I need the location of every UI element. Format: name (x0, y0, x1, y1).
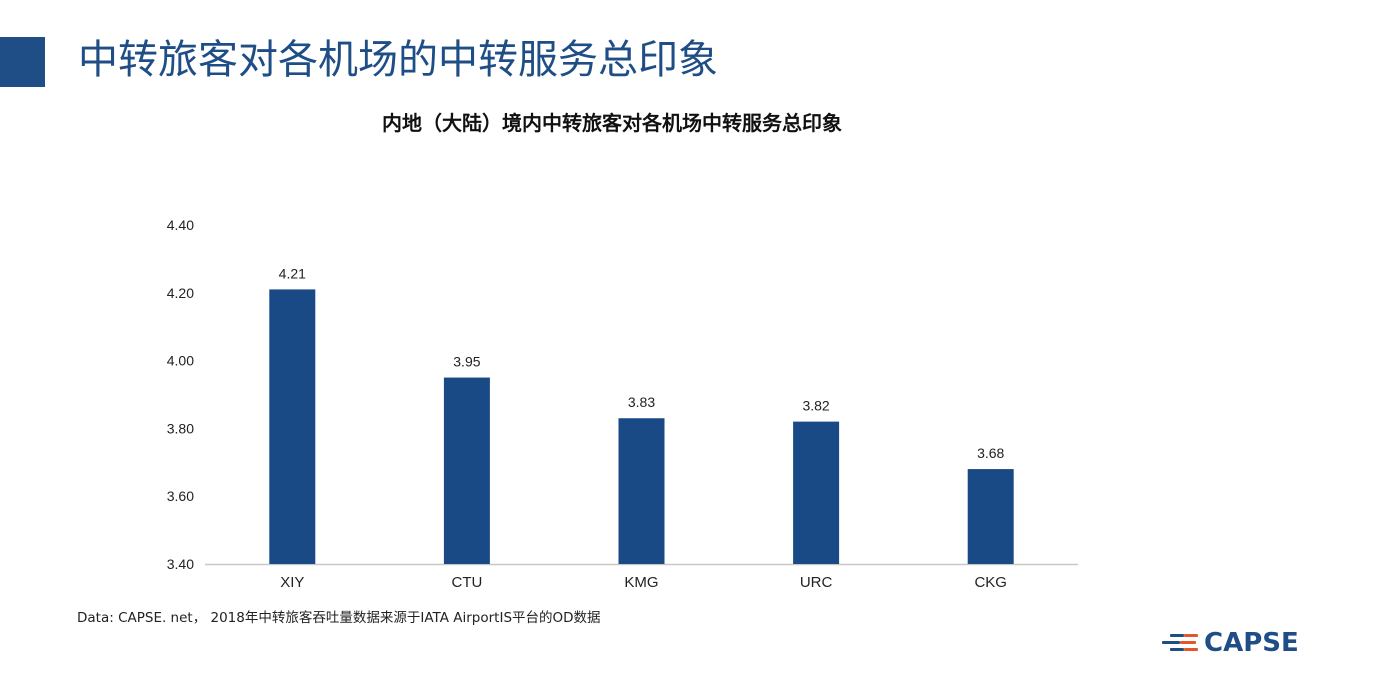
y-tick-label: 3.40 (167, 556, 194, 572)
y-tick-label: 3.60 (167, 488, 194, 504)
slide-title: 中转旅客对各机场的中转服务总印象 (78, 37, 718, 83)
bar (443, 377, 490, 564)
data-label: 3.83 (628, 394, 655, 410)
data-label: 3.82 (802, 398, 829, 414)
title-accent-bar (0, 37, 45, 87)
x-tick-label: XIY (280, 574, 304, 591)
y-tick-label: 4.00 (167, 353, 194, 369)
data-label: 4.21 (279, 265, 306, 281)
bar (618, 418, 665, 564)
capse-logo: CAPSE (1160, 626, 1299, 660)
y-tick-label: 4.40 (167, 217, 194, 233)
x-tick-label: KMG (624, 574, 658, 591)
y-tick-label: 3.80 (167, 420, 194, 436)
logo-text: CAPSE (1204, 628, 1299, 658)
chart-title: 内地（大陆）境内中转旅客对各机场中转服务总印象 (382, 111, 842, 135)
data-label: 3.68 (977, 445, 1004, 461)
x-tick-label: URC (800, 574, 833, 591)
data-source-footnote: Data: CAPSE. net， 2018年中转旅客吞吐量数据来源于IATA … (77, 610, 601, 626)
bar (793, 421, 840, 564)
x-tick-label: CKG (974, 574, 1007, 591)
x-tick-label: CTU (451, 574, 482, 591)
bar (967, 469, 1014, 564)
y-tick-label: 4.20 (167, 285, 194, 301)
data-label: 3.95 (453, 354, 480, 370)
capse-stripes-logo-icon (1160, 628, 1206, 658)
bar (269, 289, 316, 564)
